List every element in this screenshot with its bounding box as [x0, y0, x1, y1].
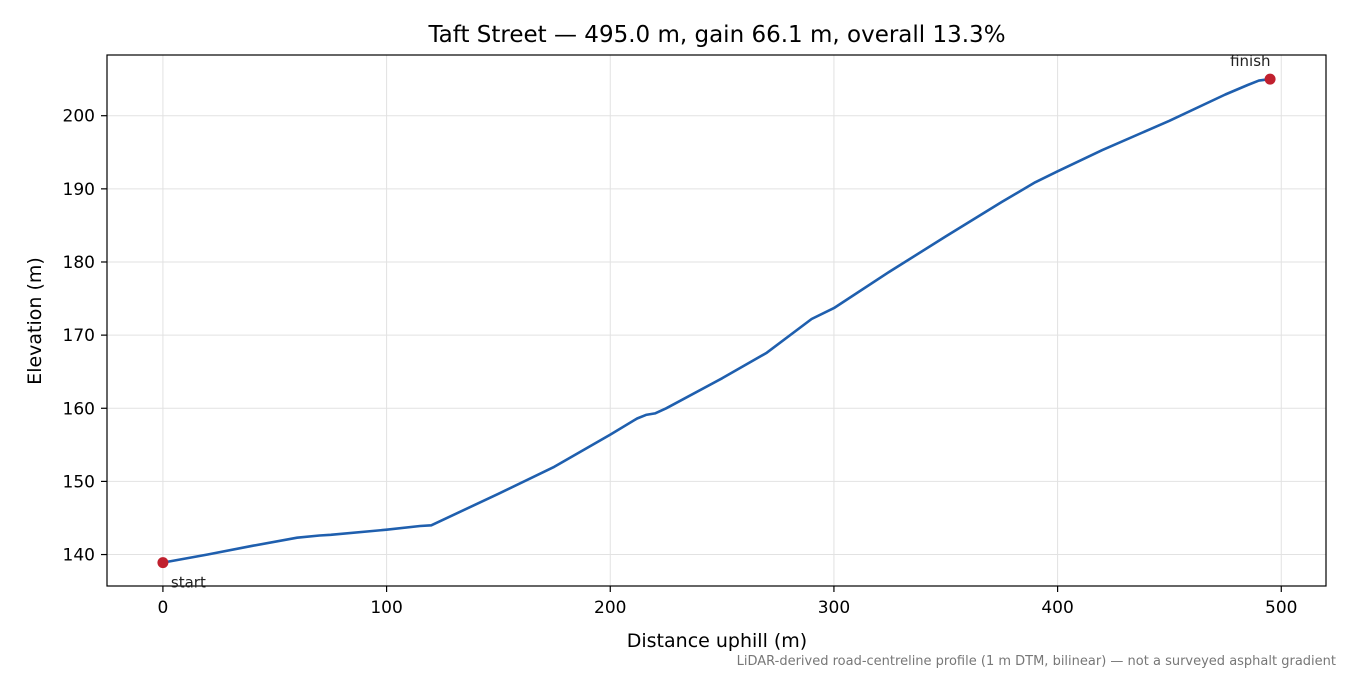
y-tick-label: 160: [63, 399, 95, 419]
y-tick-label: 170: [63, 326, 95, 346]
x-tick-label: 100: [370, 598, 402, 618]
y-tick-label: 190: [63, 180, 95, 200]
x-tick-label: 0: [158, 598, 169, 618]
plot-frame: [106, 54, 1327, 587]
x-tick-label: 300: [818, 598, 850, 618]
y-tick-label: 200: [63, 107, 95, 127]
start-marker: [157, 557, 169, 569]
x-tick-label: 500: [1265, 598, 1297, 618]
elevation-line: [161, 77, 1272, 564]
y-tick-label: 180: [63, 253, 95, 273]
footnote: LiDAR-derived road-centreline profile (1…: [737, 654, 1336, 669]
axis-ticks: 0 100 200 300 400 500 140 150 160 170 180 190 200: [63, 107, 1298, 618]
x-tick-label: 200: [594, 598, 626, 618]
chart-title: Taft Street — 495.0 m, gain 66.1 m, over…: [427, 22, 1005, 48]
y-tick-label: 150: [63, 472, 95, 492]
finish-marker: [1264, 73, 1276, 85]
y-tick-label: 140: [63, 546, 95, 566]
start-label: start: [171, 574, 206, 592]
y-axis-label: Elevation (m): [24, 257, 46, 385]
endpoint-markers: start finish: [157, 52, 1276, 592]
grid: [107, 55, 1326, 586]
x-tick-label: 400: [1041, 598, 1073, 618]
x-axis-label: Distance uphill (m): [627, 630, 807, 652]
finish-label: finish: [1230, 52, 1270, 70]
